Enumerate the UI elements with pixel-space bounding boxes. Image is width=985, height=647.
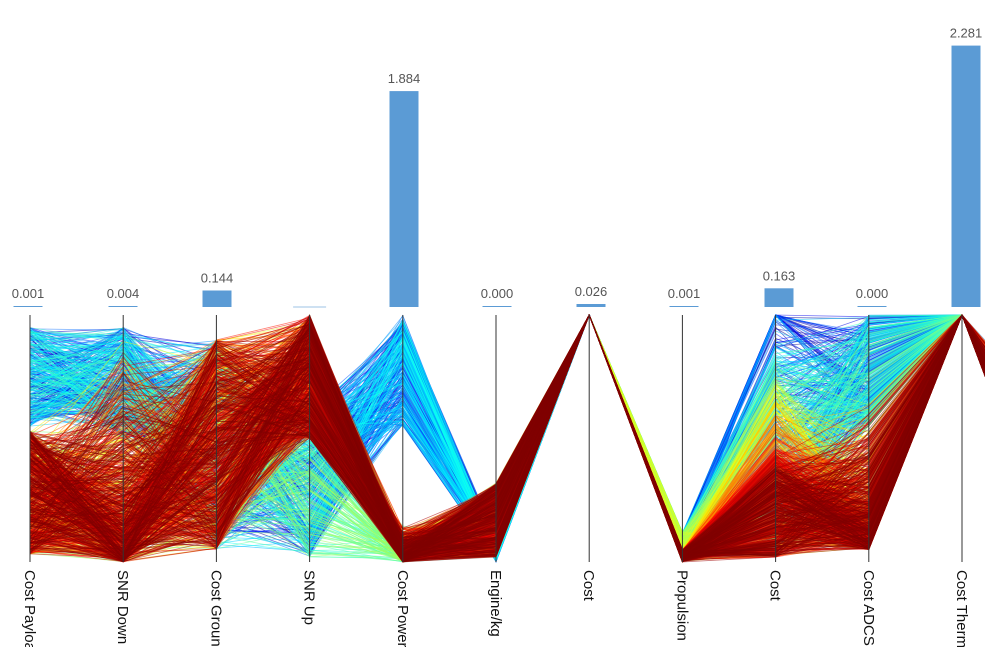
bar (857, 306, 887, 307)
data-line (29, 313, 985, 559)
bar (951, 45, 981, 307)
bar (669, 306, 699, 307)
data-line (29, 314, 985, 563)
bar (108, 306, 138, 307)
bar-value-label: 2.281 (950, 26, 983, 41)
bar-value-label: 0.004 (107, 286, 140, 301)
axis-labels-layer: Cost Payload SNR Down Cost Ground SNR Up Cos… (21, 570, 970, 647)
bar (202, 290, 232, 307)
axis-label: Cost Power (394, 570, 411, 647)
axis-label: Engine/kg (487, 570, 504, 637)
bar (389, 91, 419, 307)
bar-value-label: 0.144 (201, 271, 234, 286)
axis-label: SNR Down (114, 570, 131, 644)
axis-label: Cost (580, 570, 597, 602)
bar (576, 304, 606, 307)
parallel-lines-layer (29, 313, 985, 564)
axis-label: SNR Up (301, 570, 318, 625)
axis-label: Cost Therma (953, 570, 970, 647)
axis-label: Cost Ground (207, 570, 224, 647)
bar-value-label: 0.000 (856, 286, 889, 301)
bar-value-label: 0.000 (481, 286, 514, 301)
data-line (29, 313, 985, 556)
bar-value-label: 0.001 (12, 286, 45, 301)
bar (13, 306, 43, 307)
bar-value-label: 0.026 (575, 284, 608, 299)
bar (482, 306, 512, 307)
axis-label: Cost (767, 570, 784, 602)
axis-label: Cost Payload (21, 570, 38, 647)
sensitivity-bars-layer: 0.001 0.004 0.144 1.884 0.000 0.026 0.001 0.163… (12, 26, 983, 308)
bar-value-label: 0.163 (763, 268, 796, 283)
axes-layer (29, 315, 963, 562)
bar-value-label: 1.884 (388, 71, 421, 86)
bar-value-label: 0.001 (668, 286, 701, 301)
axis-label: Propulsion (673, 570, 690, 641)
axis-label: Cost ADCS (860, 570, 877, 646)
bar (764, 288, 794, 307)
data-line (29, 314, 985, 554)
